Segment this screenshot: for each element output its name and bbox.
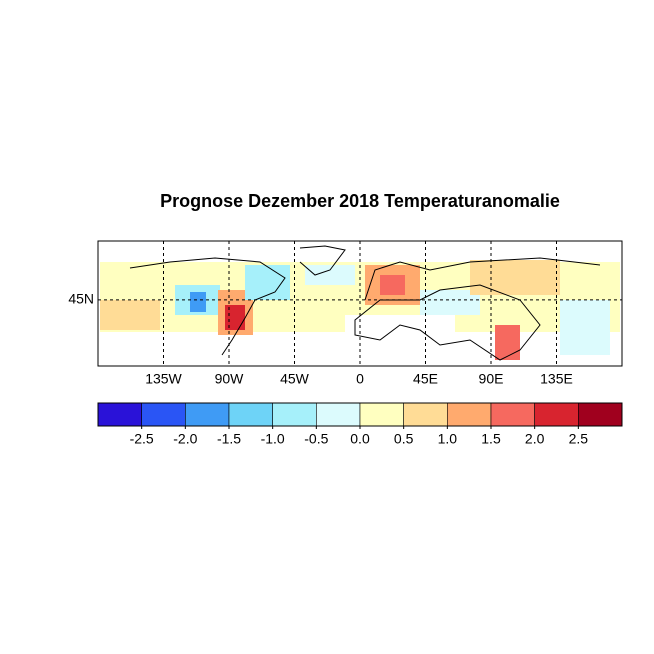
colorbar-swatch [359,402,404,427]
colorbar-swatch [97,402,142,427]
colorbar-swatch [534,402,579,427]
colorbar-label: 2.0 [525,431,545,447]
colorbar-swatch [316,402,361,427]
colorbar-label: 1.0 [438,431,458,447]
coastline [129,245,601,361]
field-patch [470,260,560,295]
colorbar-swatch [272,402,317,427]
field-patch [190,292,206,312]
colorbar-label: 2.5 [569,431,589,447]
colorbar-label: -2.5 [130,431,154,447]
colorbar-swatch [185,402,230,427]
colorbar-swatch [403,402,448,427]
field-patch [225,305,245,330]
map-title: Prognose Dezember 2018 Temperaturanomali… [160,191,560,211]
field-patch [305,265,355,285]
field-patch [495,325,520,360]
field-patch [560,300,610,355]
x-tick-label: 135E [540,371,573,387]
colorbar-label: -0.5 [304,431,328,447]
x-tick-label: 90W [215,371,245,387]
colorbar-label: 0.5 [394,431,414,447]
x-tick-label: 90E [479,371,504,387]
colorbar-label: -1.5 [217,431,241,447]
map-frame [97,240,623,367]
field-patch [345,315,455,365]
field-patch [100,300,160,330]
colorbar-swatch [447,402,492,427]
x-tick-label: 135W [145,371,182,387]
colorbar-label: -2.0 [173,431,197,447]
y-tick-label: 45N [68,291,94,307]
x-tick-label: 45E [413,371,438,387]
colorbar-swatch [490,402,535,427]
x-tick-label: 0 [356,371,364,387]
colorbar-label: -1.0 [261,431,285,447]
x-tick-label: 45W [280,371,310,387]
colorbar-label: 0.0 [350,431,370,447]
colorbar-swatch [578,402,623,427]
field-patch [380,275,405,295]
colorbar-swatch [228,402,273,427]
colorbar-label: 1.5 [481,431,501,447]
colorbar-swatch [141,402,186,427]
field-patch [245,265,290,300]
colorbar-frame [97,402,623,427]
